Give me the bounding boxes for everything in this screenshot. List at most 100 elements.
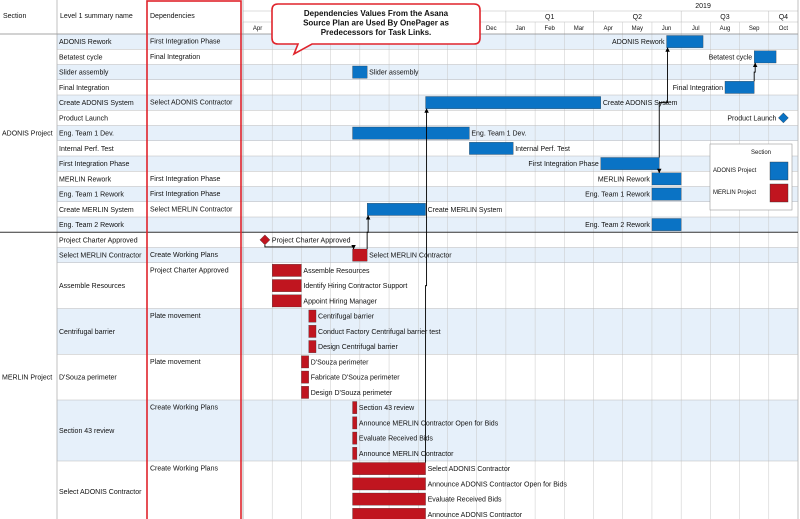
section-column-header: Section: [3, 13, 26, 20]
task-label: Evaluate Received Bids: [359, 436, 433, 443]
row-background: [57, 262, 798, 309]
task-bar: [352, 492, 426, 506]
task-label: Assemble Resources: [303, 268, 370, 275]
summary-cell: Centrifugal barrier: [59, 329, 116, 336]
dependency-link-arrow: [424, 108, 429, 463]
summary-cell: Slider assembly: [59, 70, 109, 77]
dependencies-column-header: Dependencies: [150, 13, 195, 20]
summary-cell: Eng. Team 2 Rework: [59, 222, 124, 229]
legend-item-label: MERLIN Project: [713, 190, 756, 196]
summary-cell: Select ADONIS Contractor: [59, 489, 142, 496]
summary-cell: MERLIN Rework: [59, 176, 112, 183]
dependency-link-arrow: [264, 244, 356, 250]
task-label: Design Centrifugal barrier: [318, 344, 398, 351]
dependency-link-arrow: [658, 47, 670, 158]
dependency-link-arrow: [752, 62, 758, 82]
task-label: Evaluate Received Bids: [428, 497, 502, 504]
task-bar: [651, 187, 682, 201]
task-bar: [301, 355, 309, 369]
task-bar: [272, 279, 302, 292]
task-label: Create ADONIS System: [603, 100, 678, 107]
summary-cell: Create MERLIN System: [59, 207, 134, 214]
dependency-cell: Final Integration: [150, 54, 200, 61]
month-label: Jul: [692, 26, 700, 32]
dependency-cell: Project Charter Approved: [150, 267, 229, 274]
section-label: ADONIS Project: [2, 131, 53, 138]
task-bar: [352, 65, 368, 79]
legend-title: Section: [751, 150, 771, 156]
task-label: Announce MERLIN Contractor Open for Bids: [359, 420, 499, 427]
summary-cell: Betatest cycle: [59, 54, 103, 61]
task-bar: [754, 50, 777, 64]
task-label: Slider assembly: [369, 70, 419, 77]
task-bar: [272, 294, 302, 308]
task-label: MERLIN Rework: [598, 176, 651, 183]
task-label: Select ADONIS Contractor: [428, 466, 511, 473]
row-background: [57, 354, 798, 400]
task-label: Final Integration: [673, 85, 723, 92]
task-bar: [651, 218, 682, 231]
task-bar: [352, 248, 368, 262]
dependency-cell: Plate movement: [150, 313, 201, 320]
callout-text: Predecessors for Task Links.: [321, 28, 432, 37]
task-label: Fabricate D'Souza perimeter: [311, 375, 401, 382]
task-bar: [651, 172, 682, 186]
row-background: [57, 140, 798, 156]
task-bar: [301, 386, 309, 399]
summary-cell: Product Launch: [59, 115, 108, 122]
month-label: Sep: [749, 26, 760, 32]
dependency-cell: Select ADONIS Contractor: [150, 100, 233, 107]
month-label: Feb: [545, 26, 556, 32]
month-label: May: [632, 26, 643, 32]
row-background: [57, 201, 798, 217]
row-background: [57, 247, 798, 263]
task-bar: [352, 508, 426, 519]
summary-cell: Select MERLIN Contractor: [59, 253, 142, 260]
month-label: Apr: [603, 26, 612, 32]
task-label: Project Charter Approved: [272, 237, 351, 244]
month-label: Apr: [253, 26, 262, 32]
task-bar: [352, 401, 358, 414]
task-label: Design D'Souza perimeter: [311, 390, 393, 397]
row-background: [57, 308, 798, 355]
task-label: Identify Hiring Contractor Support: [303, 283, 407, 290]
row-background: [57, 171, 798, 187]
task-bar: [308, 325, 317, 338]
row-background: [57, 156, 798, 172]
task-bar: [308, 309, 317, 323]
dependency-cell: Create Working Plans: [150, 466, 218, 473]
task-bar: [352, 447, 358, 460]
dependency-cell: Create Working Plans: [150, 252, 218, 259]
month-label: Aug: [720, 26, 731, 32]
summary-cell: Final Integration: [59, 85, 109, 92]
row-background: [57, 79, 798, 95]
task-bar: [352, 431, 358, 445]
quarter-label: Q2: [633, 14, 642, 21]
task-bar: [352, 477, 426, 491]
dependency-cell: First Integration Phase: [150, 176, 221, 183]
dependency-cell: First Integration Phase: [150, 39, 221, 46]
task-bar: [600, 157, 660, 170]
summary-column-header: Level 1 summary name: [60, 13, 133, 20]
row-background: [57, 217, 798, 233]
month-label: Jan: [516, 26, 526, 32]
task-bar: [308, 340, 317, 353]
dependencies-highlight: [146, 0, 242, 519]
task-bar: [272, 264, 302, 277]
row-background: [57, 64, 798, 80]
task-label: Create MERLIN System: [428, 207, 503, 214]
quarter-label: Q3: [720, 14, 729, 21]
month-label: Jun: [662, 26, 672, 32]
task-bar: [724, 81, 755, 94]
task-bar: [425, 96, 601, 109]
row-background: [57, 400, 798, 461]
summary-cell: Eng. Team 1 Dev.: [59, 131, 114, 138]
task-bar: [666, 35, 704, 48]
year-label: 2019: [695, 3, 711, 10]
summary-cell: Eng. Team 1 Rework: [59, 192, 124, 199]
task-label: Internal Perf. Test: [515, 146, 570, 153]
legend-item-label: ADONIS Project: [713, 168, 757, 174]
task-label: Product Launch: [727, 115, 776, 122]
row-background: [57, 186, 798, 202]
